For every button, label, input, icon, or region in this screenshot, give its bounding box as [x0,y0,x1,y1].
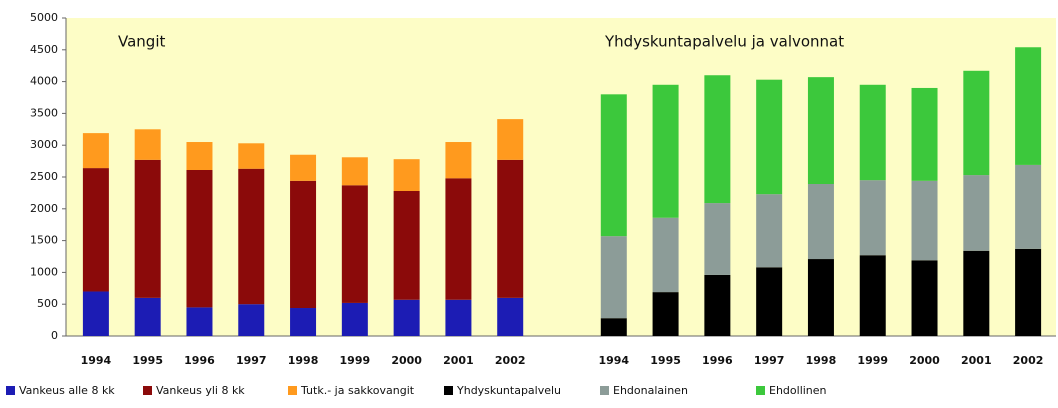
x-tick-label: 1994 [598,354,629,367]
bar-segment [911,260,938,336]
bar-segment [290,308,317,336]
bar-segment [1015,164,1042,249]
x-tick-label: 1997 [236,354,267,367]
x-tick-label: 1996 [702,354,733,367]
bar-segment [82,133,109,169]
bar-segment [290,180,317,309]
bar-segment [134,297,161,336]
x-tick-label: 1995 [132,354,163,367]
bar-segment [963,250,990,336]
bar-segment [911,87,938,181]
bar-segment [82,291,109,336]
x-tick-label: 1994 [81,354,112,367]
x-tick-label: 2000 [909,354,940,367]
x-tick-label: 1998 [288,354,319,367]
x-tick-label: 2000 [391,354,422,367]
bar-segment [445,178,472,300]
bar-segment [445,142,472,179]
bar-segment [600,318,627,336]
bar-segment [807,183,834,260]
bar-segment [704,75,731,204]
y-tick-label: 4000 [30,75,58,88]
legend-swatch [6,386,15,395]
legend-label: Vankeus alle 8 kk [19,384,115,397]
bar-segment [393,190,420,300]
annotation: Yhdyskuntapalvelu ja valvonnat [604,33,844,51]
bar-segment [704,203,731,275]
legend-label: Ehdonalainen [613,384,688,397]
bar-segment [859,255,886,336]
bar-segment [859,180,886,256]
bar-segment [756,79,783,195]
bar-segment [756,194,783,268]
legend-label: Yhdyskuntapalvelu [456,384,561,397]
legend-label: Ehdollinen [769,384,827,397]
bar-segment [911,180,938,261]
bar-segment [497,159,524,298]
bar-segment [290,154,317,181]
bar-segment [445,299,472,336]
bar-segment [652,292,679,336]
bar-segment [186,142,213,171]
y-tick-label: 5000 [30,11,58,24]
y-tick-label: 1000 [30,265,58,278]
x-tick-label: 1999 [857,354,888,367]
legend-swatch [600,386,609,395]
legend-label: Vankeus yli 8 kk [156,384,245,397]
bar-segment [600,236,627,319]
bar-segment [807,259,834,336]
x-tick-label: 1998 [806,354,837,367]
y-tick-label: 2500 [30,170,58,183]
legend-swatch [756,386,765,395]
bar-segment [134,159,161,298]
bar-segment [341,157,368,186]
bar-segment [238,168,265,305]
bar-segment [963,175,990,251]
bar-segment [238,143,265,169]
x-tick-label: 2001 [443,354,474,367]
bar-segment [497,119,524,160]
bar-segment [238,304,265,336]
x-tick-label: 2002 [1013,354,1044,367]
bar-segment [1015,47,1042,165]
x-tick-label: 2001 [961,354,992,367]
bar-segment [652,217,679,293]
bar-segment [859,84,886,181]
bar-segment [600,94,627,237]
legend-swatch [143,386,152,395]
y-tick-label: 3500 [30,106,58,119]
annotation: Vangit [118,33,165,51]
x-tick-label: 1997 [754,354,785,367]
x-tick-label: 1995 [650,354,681,367]
bar-segment [393,159,420,191]
bar-segment [341,185,368,303]
legend-swatch [288,386,297,395]
bar-segment [82,168,109,292]
plot-area [66,18,1056,336]
x-tick-label: 1999 [340,354,371,367]
y-tick-label: 500 [37,297,58,310]
bar-segment [652,84,679,218]
bar-segment [704,274,731,336]
bar-segment [186,170,213,308]
x-tick-label: 2002 [495,354,526,367]
legend-swatch [444,386,453,395]
bar-segment [497,297,524,336]
y-tick-label: 0 [51,329,58,342]
x-tick-label: 1996 [184,354,215,367]
y-tick-label: 4500 [30,43,58,56]
bar-segment [341,302,368,336]
legend-label: Tutk.- ja sakkovangit [300,384,415,397]
bar-segment [1015,248,1042,336]
bar-segment [963,70,990,176]
y-tick-label: 1500 [30,234,58,247]
bar-segment [186,307,213,336]
y-tick-label: 2000 [30,202,58,215]
bar-segment [134,129,161,160]
bar-segment [756,267,783,336]
bar-segment [393,299,420,336]
bar-segment [807,77,834,184]
y-tick-label: 3000 [30,138,58,151]
